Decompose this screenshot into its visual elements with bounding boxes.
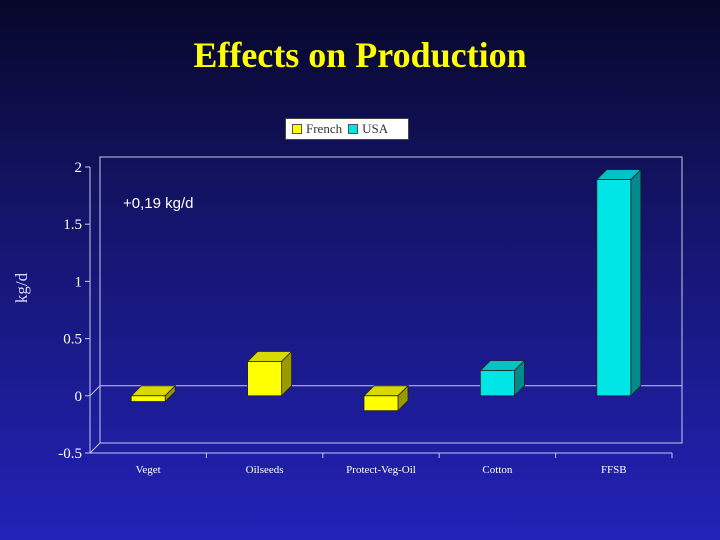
- legend-label-usa: USA: [362, 121, 389, 136]
- y-tick-label: -0.5: [58, 446, 82, 462]
- chart-legend: French USA: [285, 118, 409, 140]
- chart-annotation: +0,19 kg/d: [123, 195, 194, 212]
- y-tick-label: 0: [75, 389, 83, 405]
- legend-label-french: French: [306, 121, 343, 136]
- x-tick-label: Protect-Veg-Oil: [346, 464, 416, 476]
- y-tick-label: 2: [75, 160, 83, 176]
- bar-french-protect-veg-oil: [363, 384, 409, 412]
- plot-back-wall: [89, 156, 683, 454]
- bar-french-veget: [130, 384, 177, 403]
- bar-usa-cotton: [479, 359, 526, 397]
- x-tick-label: Veget: [136, 464, 161, 476]
- bar-french-oilseeds: [246, 350, 293, 397]
- legend-swatch-usa: [348, 124, 359, 134]
- y-tick-label: 1.5: [63, 217, 82, 233]
- x-tick-label: Oilseeds: [246, 464, 284, 476]
- legend-swatch-french: [292, 124, 302, 134]
- bar-usa-ffsb: [595, 168, 642, 397]
- x-tick-label: Cotton: [482, 464, 512, 476]
- slide-title: Effects on Production: [193, 35, 527, 75]
- y-tick-label: 1: [75, 274, 83, 290]
- legend-item-usa: USA: [348, 121, 388, 137]
- legend-item-french: French: [292, 121, 342, 137]
- x-tick-label: FFSB: [601, 464, 627, 476]
- y-tick-label: 0.5: [63, 332, 82, 348]
